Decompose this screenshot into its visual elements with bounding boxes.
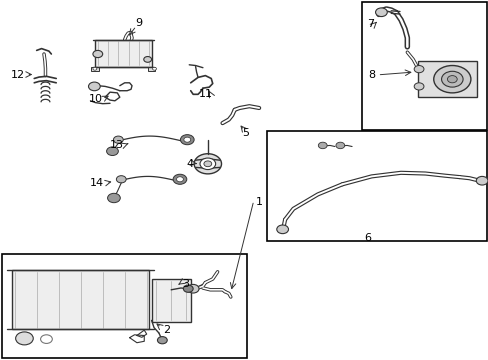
Circle shape — [187, 284, 199, 293]
Text: 3: 3 — [182, 279, 189, 289]
Text: 13: 13 — [109, 140, 123, 150]
Circle shape — [107, 193, 120, 203]
Circle shape — [93, 67, 97, 70]
Bar — [2, 254, 246, 358]
Circle shape — [194, 154, 221, 174]
Circle shape — [180, 135, 194, 145]
Text: 1: 1 — [255, 197, 262, 207]
Text: 14: 14 — [90, 178, 103, 188]
Circle shape — [16, 332, 33, 345]
Bar — [417, 61, 476, 97]
Bar — [147, 67, 155, 71]
Circle shape — [41, 335, 52, 343]
Text: 4: 4 — [186, 159, 193, 168]
Circle shape — [433, 66, 470, 93]
Circle shape — [475, 176, 487, 185]
Circle shape — [173, 174, 186, 184]
Circle shape — [200, 158, 215, 170]
Text: 12: 12 — [11, 69, 25, 80]
Text: 5: 5 — [242, 128, 249, 138]
Circle shape — [113, 136, 123, 143]
Text: 8: 8 — [367, 70, 374, 80]
Circle shape — [143, 57, 151, 62]
Text: 7: 7 — [366, 19, 373, 30]
Circle shape — [176, 177, 183, 182]
Circle shape — [88, 82, 100, 91]
Circle shape — [318, 142, 326, 149]
Text: 2: 2 — [163, 325, 169, 335]
Circle shape — [441, 71, 462, 87]
Circle shape — [183, 137, 190, 142]
Bar — [12, 270, 149, 329]
Bar — [361, 2, 486, 130]
Text: 9: 9 — [135, 18, 142, 28]
Circle shape — [413, 83, 423, 90]
Circle shape — [152, 67, 156, 70]
Text: 11: 11 — [198, 89, 212, 99]
Bar — [95, 40, 151, 67]
Bar — [266, 131, 486, 241]
Circle shape — [116, 176, 126, 183]
Circle shape — [276, 225, 288, 234]
Circle shape — [106, 147, 118, 156]
Circle shape — [447, 76, 456, 83]
Text: 10: 10 — [89, 94, 102, 104]
Circle shape — [375, 8, 386, 17]
Text: 6: 6 — [364, 233, 370, 243]
Circle shape — [157, 337, 167, 344]
Circle shape — [183, 285, 193, 292]
Bar — [151, 279, 190, 322]
Circle shape — [203, 161, 211, 167]
Circle shape — [335, 142, 344, 149]
Circle shape — [93, 50, 102, 58]
Circle shape — [413, 66, 423, 73]
Bar — [91, 67, 99, 71]
